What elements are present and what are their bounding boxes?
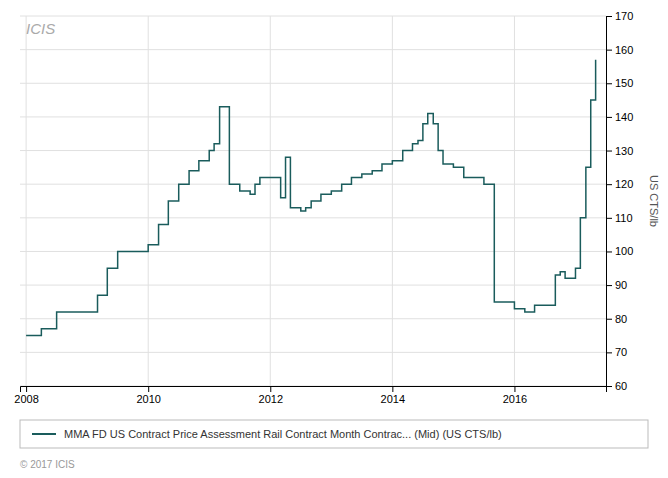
x-tick-label: 2008 — [14, 393, 38, 405]
y-tick-mark — [606, 184, 612, 185]
y-tick: 160 — [606, 44, 633, 56]
x-tick-label: 2010 — [136, 393, 160, 405]
x-tick-label: 2012 — [259, 393, 283, 405]
x-tick-mark — [26, 386, 27, 392]
y-tick: 90 — [606, 279, 627, 291]
y-tick-label: 100 — [615, 245, 633, 257]
copyright: © 2017 ICIS — [20, 459, 75, 470]
y-tick-label: 90 — [615, 279, 627, 291]
y-tick-mark — [606, 50, 612, 51]
x-tick-mark — [392, 386, 393, 392]
y-tick-label: 140 — [615, 111, 633, 123]
x-tick-mark — [148, 386, 149, 392]
grid-line-x — [392, 16, 393, 386]
x-tick: 2016 — [503, 386, 527, 405]
x-tick: 2014 — [381, 386, 405, 405]
annotation: ICIS — [26, 20, 55, 37]
marks — [26, 60, 596, 336]
y-tick-mark — [606, 352, 612, 353]
x-tick-label: 2014 — [381, 393, 405, 405]
grid-line-y — [20, 352, 606, 353]
legend: MMA FD US Contract Price Assessment Rail… — [20, 420, 648, 448]
grid-line-y — [20, 150, 606, 151]
y-tick-mark — [606, 386, 612, 387]
y-tick: 150 — [606, 77, 633, 89]
y-tick: 80 — [606, 313, 627, 325]
y-axis: 60 70 80 90 100 110 120 130 140 150 160 170 — [606, 10, 633, 392]
chart: 2008 2010 2012 2014 2016 60 70 80 90 100 110 120 130… — [0, 0, 668, 478]
grid-line-x — [26, 16, 27, 386]
y-tick-label: 120 — [615, 178, 633, 190]
grid-line-x — [514, 16, 515, 386]
grid-line-y — [20, 16, 606, 17]
y-tick: 120 — [606, 178, 633, 190]
x-tick: 2012 — [259, 386, 283, 405]
y-tick-label: 60 — [615, 380, 627, 392]
x-tick-label: 2016 — [503, 393, 527, 405]
y-tick-label: 170 — [615, 10, 633, 22]
y-tick: 110 — [606, 212, 633, 224]
y-tick: 140 — [606, 111, 633, 123]
y-tick: 100 — [606, 245, 633, 257]
grid-line-y — [20, 318, 606, 319]
y-axis-title: US CTS/lb — [648, 175, 660, 227]
y-tick-mark — [606, 218, 612, 219]
y-tick: 130 — [606, 145, 633, 157]
y-tick-label: 160 — [615, 44, 633, 56]
y-tick-mark — [606, 16, 612, 17]
legend-box — [20, 420, 648, 448]
grid-line-y — [20, 49, 606, 50]
y-tick-label: 70 — [615, 346, 627, 358]
series-line — [26, 60, 596, 336]
grid — [20, 16, 606, 386]
x-axis: 2008 2010 2012 2014 2016 — [14, 386, 606, 405]
y-tick: 70 — [606, 346, 627, 358]
y-tick: 60 — [606, 380, 627, 392]
x-tick-mark — [514, 386, 515, 392]
y-tick-mark — [606, 117, 612, 118]
y-tick-label: 80 — [615, 313, 627, 325]
grid-line-y — [20, 184, 606, 185]
x-tick: 2010 — [136, 386, 160, 405]
grid-line-y — [20, 217, 606, 218]
grid-line-y — [20, 116, 606, 117]
legend-label: MMA FD US Contract Price Assessment Rail… — [64, 428, 502, 440]
y-tick-mark — [606, 151, 612, 152]
legend-swatch — [32, 433, 56, 435]
y-tick-mark — [606, 83, 612, 84]
y-tick-label: 110 — [615, 212, 633, 224]
grid-line-y — [20, 83, 606, 84]
x-axis-line — [21, 387, 607, 393]
plot: 2008 2010 2012 2014 2016 60 70 80 90 100 110 120 130… — [14, 10, 633, 405]
grid-line-x — [270, 16, 271, 386]
y-axis-line — [607, 17, 613, 387]
x-tick: 2008 — [14, 386, 38, 405]
y-tick-mark — [606, 285, 612, 286]
y-tick-mark — [606, 319, 612, 320]
x-tick-mark — [270, 386, 271, 392]
y-tick-mark — [606, 251, 612, 252]
y-tick-label: 150 — [615, 77, 633, 89]
grid-line-y — [20, 251, 606, 252]
grid-line-x — [148, 16, 149, 386]
y-tick-label: 130 — [615, 145, 633, 157]
y-tick: 170 — [606, 10, 633, 22]
